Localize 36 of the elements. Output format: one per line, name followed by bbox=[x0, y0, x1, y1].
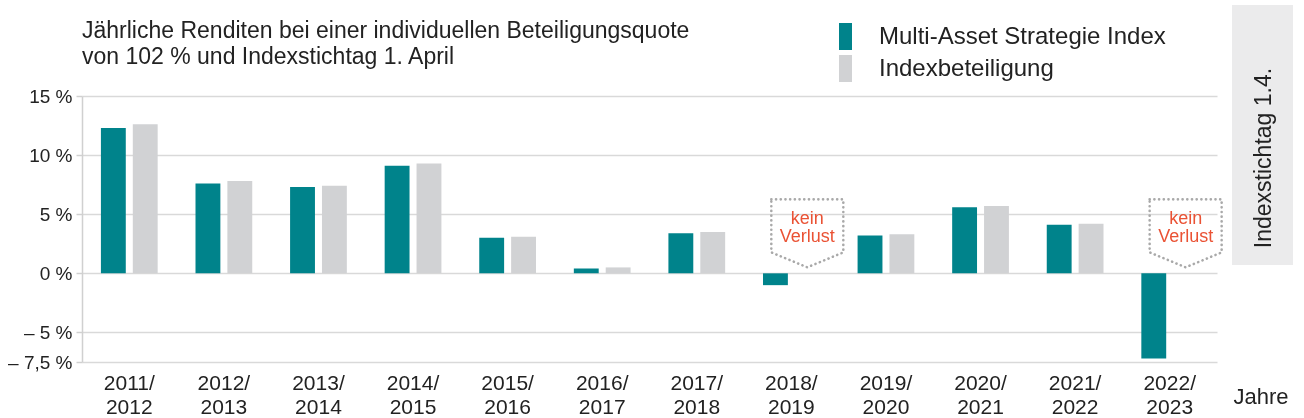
bar bbox=[857, 235, 883, 274]
bar bbox=[100, 127, 126, 274]
y-tick-label: – 7,5 % bbox=[8, 351, 73, 373]
x-tick-label: 2014/2015 bbox=[386, 370, 440, 418]
annotation: kein Verlust bbox=[779, 208, 835, 247]
x-tick-label: 2015/2016 bbox=[481, 370, 535, 418]
chart-title: Jährliche Renditen bei einer individuellen Beteiligungsquote von 102 % und Indexstichtag 1. April bbox=[82, 17, 690, 69]
bar bbox=[1046, 224, 1072, 274]
legend-label: Indexbeteiligung bbox=[879, 53, 1054, 81]
y-tick-label: 5 % bbox=[39, 203, 73, 225]
y-tick-label: 15 % bbox=[29, 85, 73, 107]
x-tick-label: 2019/2020 bbox=[859, 370, 913, 418]
y-tick-label: 0 % bbox=[39, 262, 73, 284]
annotation: kein Verlust bbox=[1158, 208, 1214, 247]
bar bbox=[384, 165, 410, 274]
x-tick-label: 2011/2012 bbox=[103, 370, 155, 418]
x-axis-title: Jahre bbox=[1233, 383, 1289, 409]
x-tick-label: 2013/2014 bbox=[292, 370, 345, 418]
y-tick-label: 10 % bbox=[29, 144, 73, 166]
x-tick-label: 2012/2013 bbox=[197, 370, 251, 418]
bar bbox=[763, 273, 788, 286]
bar bbox=[479, 237, 505, 274]
legend-label: Multi-Asset Strategie Index bbox=[879, 21, 1166, 49]
text: Indexstichtag 1.4. bbox=[1250, 67, 1276, 249]
y-tick-label: – 5 % bbox=[23, 321, 73, 343]
x-tick-label: 2020/2021 bbox=[954, 370, 1007, 418]
bar bbox=[952, 207, 978, 274]
bar bbox=[195, 183, 221, 274]
x-tick-label: 2022/2023 bbox=[1143, 370, 1197, 418]
bar bbox=[290, 187, 315, 274]
bar bbox=[1141, 273, 1167, 359]
x-tick-label: 2016/2017 bbox=[575, 370, 629, 418]
bar bbox=[668, 233, 694, 274]
x-tick-label: 2018/2019 bbox=[765, 370, 818, 418]
x-tick-label: 2017/2018 bbox=[670, 370, 724, 418]
x-tick-label: 2021/2022 bbox=[1048, 370, 1102, 418]
